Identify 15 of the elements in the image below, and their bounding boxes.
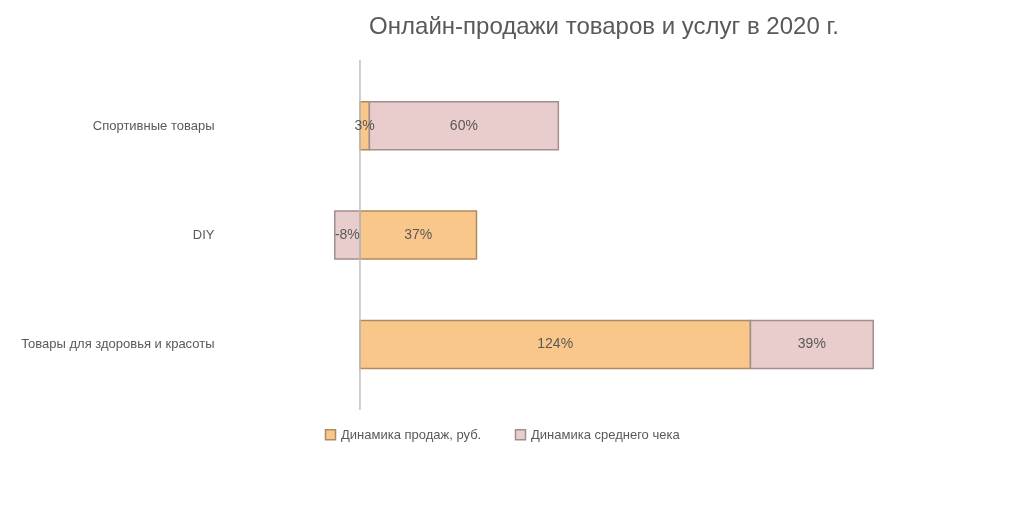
data-label: 37% [404, 226, 433, 242]
data-label: 60% [449, 116, 478, 133]
data-label: 3% [354, 116, 375, 133]
bar [359, 210, 478, 260]
data-label: -8% [334, 226, 360, 242]
y-tick-label: Товары для здоровья и красоты [21, 336, 215, 352]
bar [359, 319, 752, 370]
y-tick-label: DIY [192, 227, 215, 242]
data-label: 124% [537, 335, 574, 352]
legend-label: Динамика среднего чека [531, 426, 681, 442]
y-tick-label: Спортивные товары [92, 117, 215, 133]
chart-title: Онлайн-продажи товаров и услуг в 2020 г. [369, 12, 839, 40]
bar [749, 319, 874, 370]
data-label: 39% [797, 335, 826, 352]
legend-label: Динамика продаж, руб. [341, 426, 482, 442]
